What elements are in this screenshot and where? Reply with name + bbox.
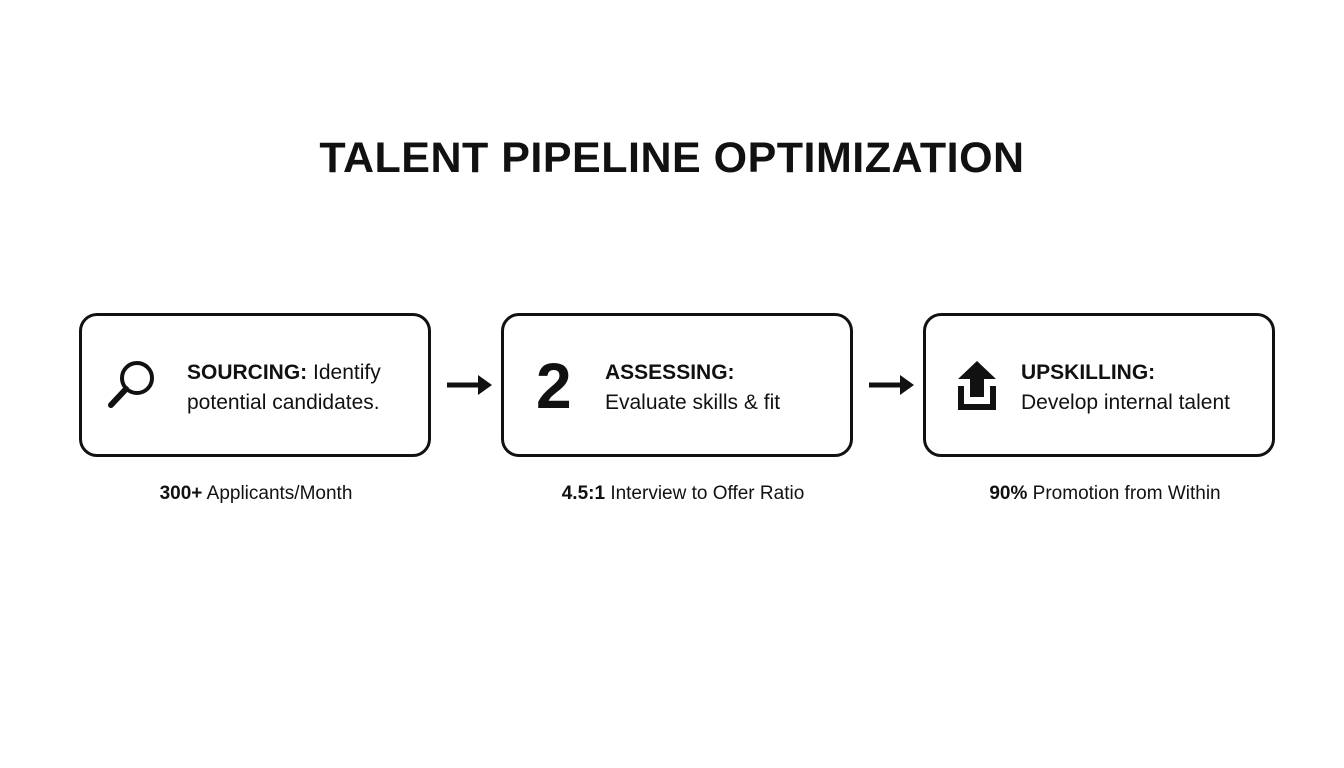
metric-text: Interview to Offer Ratio: [610, 483, 805, 504]
arrow: [869, 375, 914, 395]
step-description: Develop internal talent: [1021, 391, 1230, 414]
metric-value: 90%: [989, 483, 1028, 504]
metric-text: Promotion from Within: [1032, 483, 1221, 504]
step-text: ASSESSING: Evaluate skills & fit: [605, 358, 780, 418]
step-label: ASSESSING:: [605, 361, 735, 384]
step-label: UPSKILLING:: [1021, 361, 1156, 384]
search-icon: [108, 361, 154, 408]
step-box: UPSKILLING: Develop internal talent: [923, 313, 1275, 457]
metric-text: Applicants/Month: [206, 483, 353, 504]
metric: 4.5:1 Interview to Offer Ratio: [507, 483, 859, 505]
step-description: Evaluate skills & fit: [605, 391, 781, 414]
metric: 300+ Applicants/Month: [80, 483, 432, 505]
metric: 90% Promotion from Within: [929, 483, 1281, 505]
step-number: 2: [536, 350, 572, 422]
upload-icon: [958, 361, 996, 410]
metric-value: 300+: [159, 483, 203, 504]
step-description: Identify potential candidates.: [187, 361, 381, 414]
step-box: 2 ASSESSING: Evaluate skills & fit: [501, 313, 853, 457]
step-text: SOURCING: Identify potential candidates.: [187, 358, 412, 418]
arrow: [447, 375, 492, 395]
title: TALENT PIPELINE OPTIMIZATION: [319, 134, 1025, 182]
step-box: SOURCING: Identify potential candidates.: [79, 313, 431, 457]
step-label: SOURCING:: [187, 361, 308, 384]
step-text: UPSKILLING: Develop internal talent: [1021, 358, 1230, 418]
metric-value: 4.5:1: [561, 483, 606, 504]
